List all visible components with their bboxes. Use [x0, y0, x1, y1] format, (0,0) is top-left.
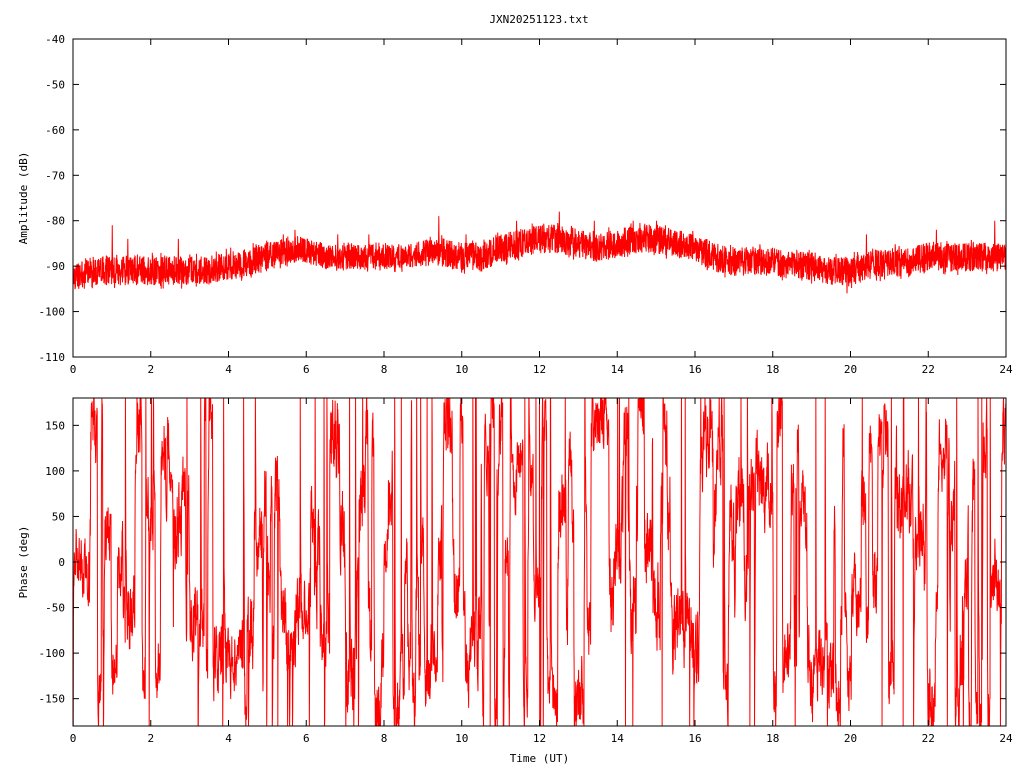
- phase-axis-label: Phase (deg): [17, 526, 30, 599]
- x-tick-label: 4: [225, 363, 232, 376]
- time-axis-label: Time (UT): [510, 752, 570, 765]
- x-tick-label: 10: [455, 363, 468, 376]
- x-tick-label: 0: [70, 732, 77, 745]
- plot-frame: [72, 38, 1007, 358]
- x-tick-label: 4: [225, 732, 232, 745]
- x-tick-label: 24: [999, 363, 1013, 376]
- x-tick-label: 8: [381, 363, 388, 376]
- x-tick-label: 18: [766, 363, 779, 376]
- y-tick-label: -100: [39, 647, 66, 660]
- x-tick-label: 20: [844, 363, 857, 376]
- x-tick-label: 22: [922, 732, 935, 745]
- x-tick-label: 16: [688, 732, 701, 745]
- x-tick-label: 12: [533, 732, 546, 745]
- x-tick-label: 0: [70, 363, 77, 376]
- y-tick-label: -150: [39, 693, 66, 706]
- x-tick-label: 14: [611, 363, 625, 376]
- y-tick-label: -110: [39, 351, 66, 364]
- y-tick-label: -50: [45, 78, 65, 91]
- x-tick-label: 6: [303, 363, 310, 376]
- amplitude-series-line: [73, 211, 1006, 294]
- x-tick-label: 20: [844, 732, 857, 745]
- y-tick-label: -50: [45, 602, 65, 615]
- y-tick-label: 0: [58, 556, 65, 569]
- x-tick-label: 18: [766, 732, 779, 745]
- y-tick-label: -90: [45, 260, 65, 273]
- y-tick-label: 50: [52, 510, 65, 523]
- amplitude-panel: 0 2 4 6 8 10 12 14 16 18 20 22 24-110-100-90-80-70-6…: [17, 33, 1013, 376]
- y-tick-label: -70: [45, 169, 65, 182]
- x-tick-label: 10: [455, 732, 468, 745]
- y-tick-label: 150: [45, 419, 65, 432]
- y-tick-label: 100: [45, 465, 65, 478]
- x-tick-label: 16: [688, 363, 701, 376]
- x-tick-label: 14: [611, 732, 625, 745]
- amplitude-axis-label: Amplitude (dB): [17, 152, 30, 245]
- x-tick-label: 22: [922, 363, 935, 376]
- x-tick-label: 24: [999, 732, 1013, 745]
- chart-title: JXN20251123.txt: [489, 13, 588, 26]
- y-tick-label: -100: [39, 306, 66, 319]
- x-tick-label: 6: [303, 732, 310, 745]
- y-tick-label: -80: [45, 215, 65, 228]
- phase-panel: 0 2 4 6 8 10 12 14 16 18 20 22 24-150-100-5005010015…: [17, 397, 1013, 765]
- x-tick-label: 2: [147, 732, 154, 745]
- x-tick-label: 8: [381, 732, 388, 745]
- phase-series-line: [73, 398, 1006, 726]
- x-tick-label: 12: [533, 363, 546, 376]
- y-tick-label: -60: [45, 124, 65, 137]
- y-tick-label: -40: [45, 33, 65, 46]
- x-tick-label: 2: [147, 363, 154, 376]
